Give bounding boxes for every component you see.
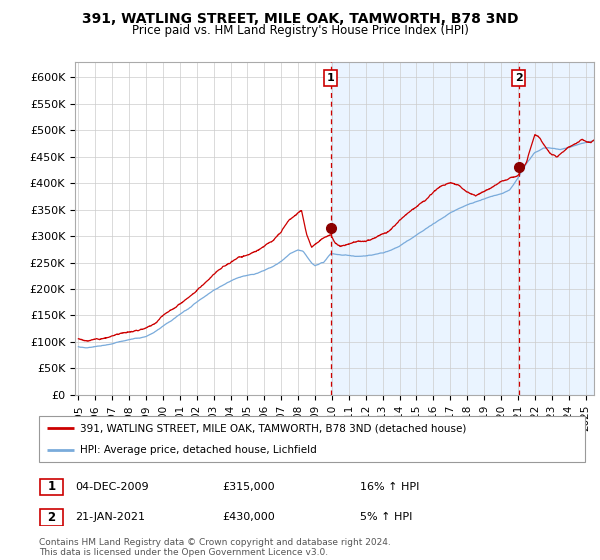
Text: 21-JAN-2021: 21-JAN-2021: [75, 512, 145, 522]
Text: Price paid vs. HM Land Registry's House Price Index (HPI): Price paid vs. HM Land Registry's House …: [131, 24, 469, 37]
Text: 2: 2: [515, 73, 523, 83]
Text: Contains HM Land Registry data © Crown copyright and database right 2024.
This d: Contains HM Land Registry data © Crown c…: [39, 538, 391, 557]
Text: 1: 1: [327, 73, 334, 83]
Text: 391, WATLING STREET, MILE OAK, TAMWORTH, B78 3ND (detached house): 391, WATLING STREET, MILE OAK, TAMWORTH,…: [80, 423, 466, 433]
Text: HPI: Average price, detached house, Lichfield: HPI: Average price, detached house, Lich…: [80, 445, 317, 455]
Text: 04-DEC-2009: 04-DEC-2009: [75, 482, 149, 492]
FancyBboxPatch shape: [39, 416, 585, 462]
Bar: [331, 62, 600, 395]
Text: 5% ↑ HPI: 5% ↑ HPI: [360, 512, 412, 522]
Text: 391, WATLING STREET, MILE OAK, TAMWORTH, B78 3ND: 391, WATLING STREET, MILE OAK, TAMWORTH,…: [82, 12, 518, 26]
Text: £430,000: £430,000: [222, 512, 275, 522]
FancyBboxPatch shape: [40, 510, 63, 525]
Text: 1: 1: [47, 480, 56, 493]
Text: 16% ↑ HPI: 16% ↑ HPI: [360, 482, 419, 492]
Text: 2: 2: [47, 511, 56, 524]
Text: £315,000: £315,000: [222, 482, 275, 492]
FancyBboxPatch shape: [40, 479, 63, 494]
